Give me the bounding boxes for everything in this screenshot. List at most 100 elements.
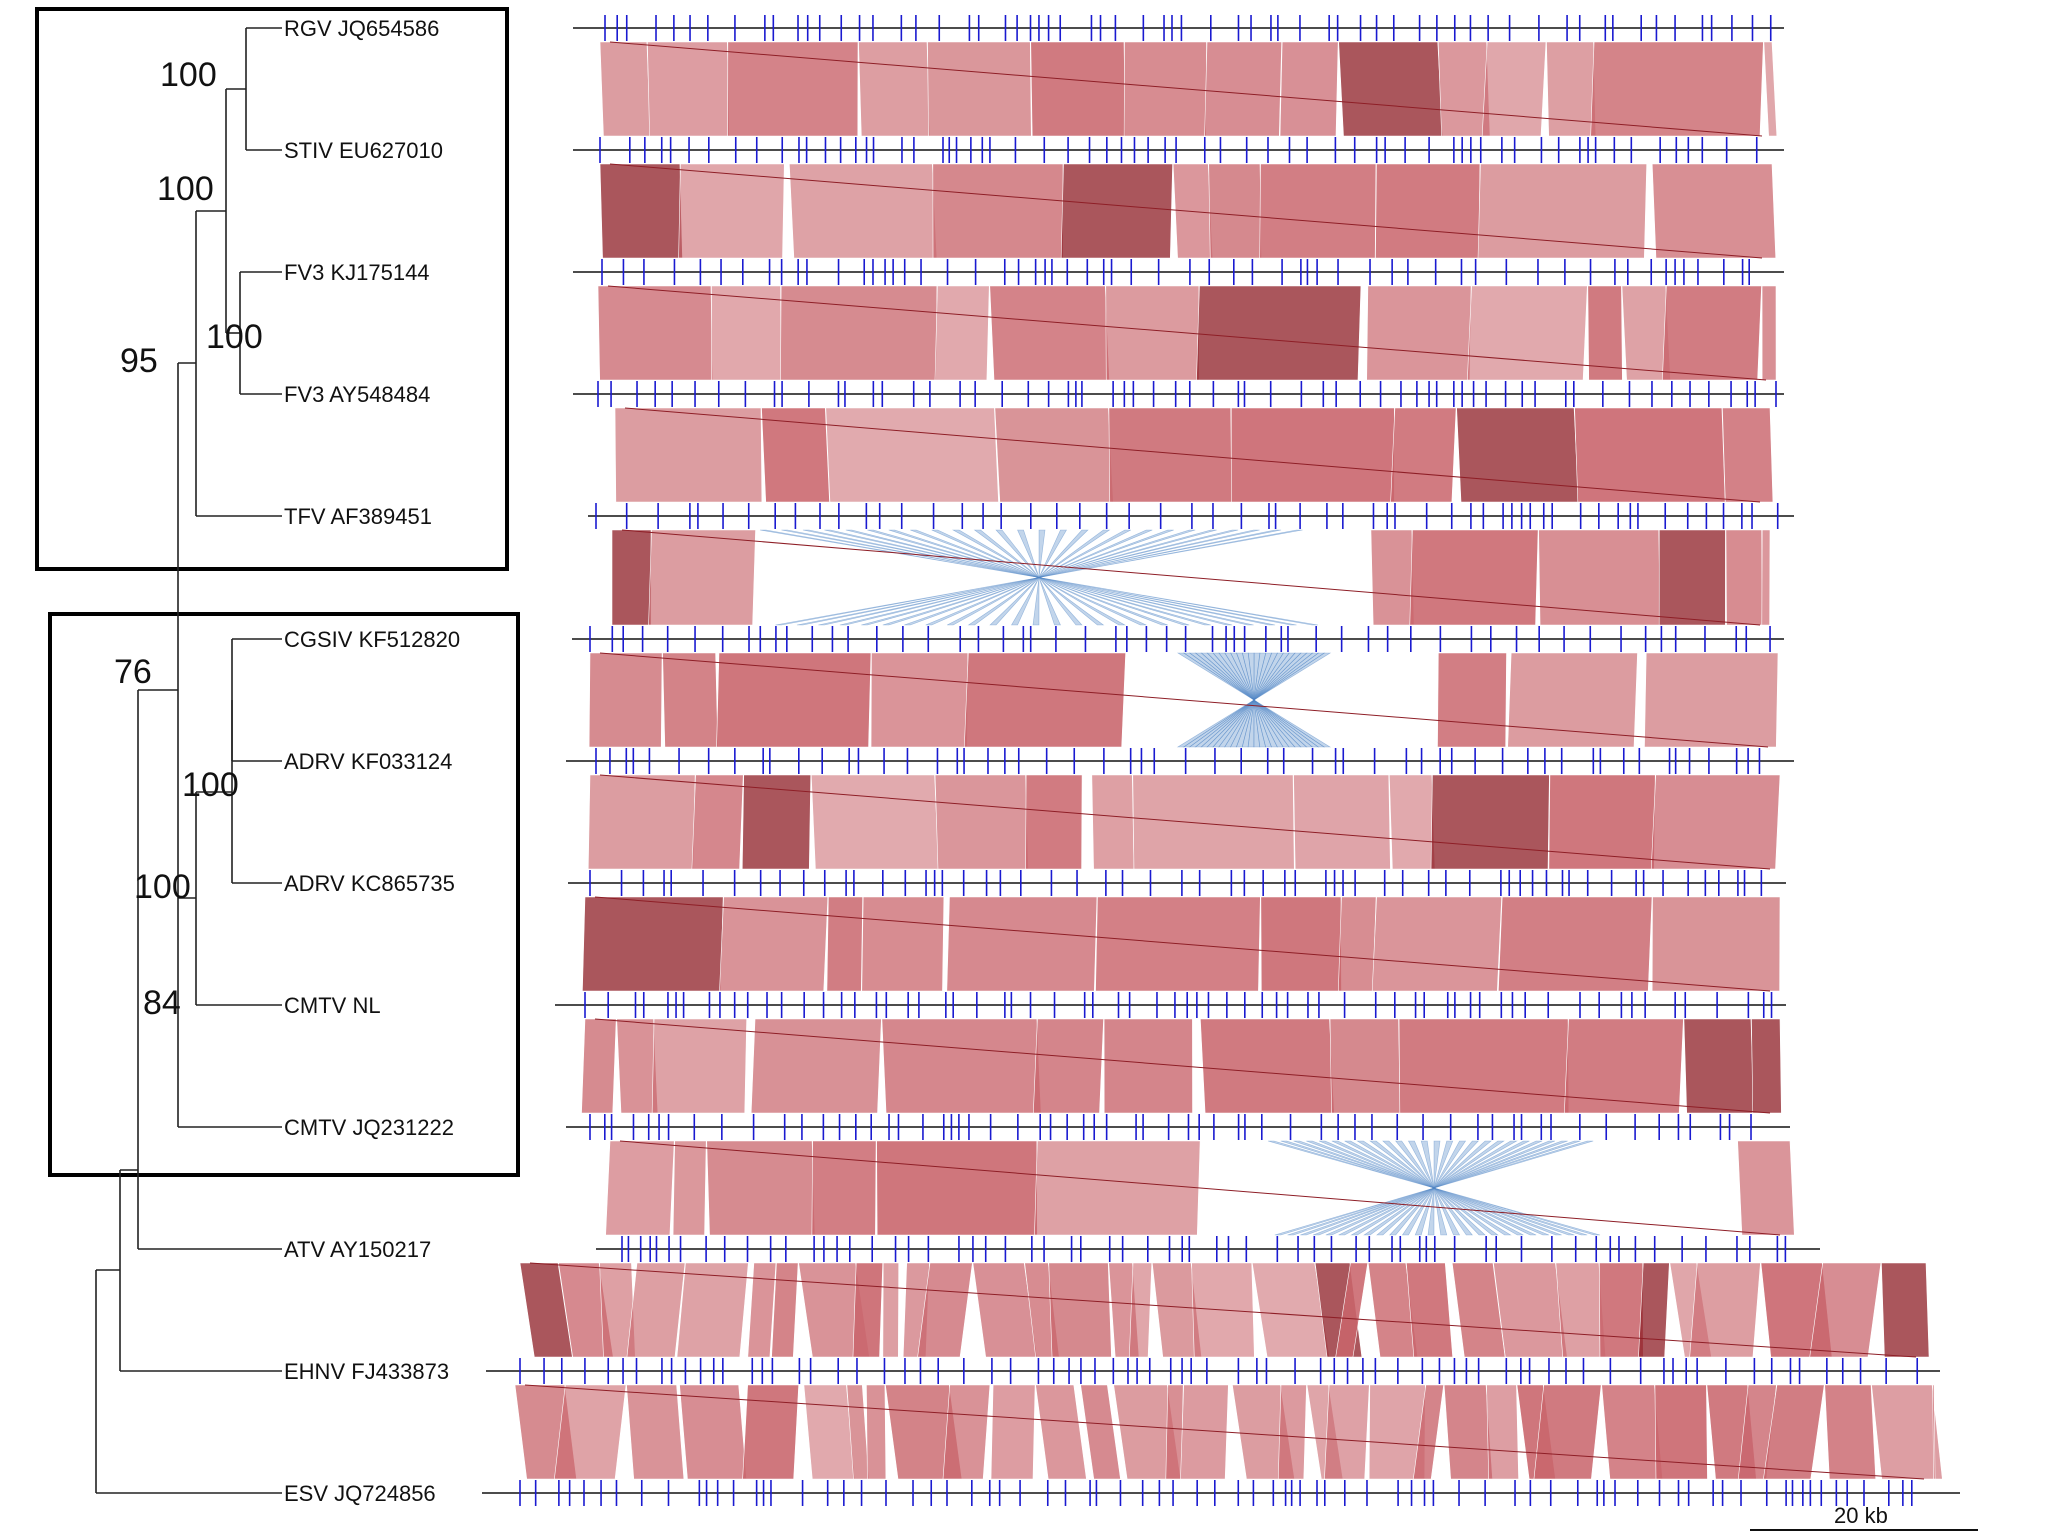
collinear-match-block — [1200, 1018, 1335, 1114]
collinear-match-block — [1260, 896, 1342, 992]
collinear-match-block — [1430, 774, 1550, 870]
taxon-label: STIV EU627010 — [284, 138, 443, 163]
collinear-match-block — [1103, 1018, 1193, 1114]
bootstrap-value: 100 — [182, 766, 239, 804]
genome-tracks — [482, 15, 1960, 1506]
clade-box-upper — [35, 7, 509, 571]
collinear-match-block — [1033, 1018, 1104, 1114]
collinear-match-block — [1761, 529, 1771, 626]
collinear-match-block — [750, 1018, 882, 1114]
collinear-match-block — [881, 1018, 1042, 1114]
collinear-match-block — [1279, 41, 1339, 137]
bootstrap-value: 95 — [120, 342, 158, 380]
translocated-match-line — [621, 529, 1761, 626]
collinear-match-block — [1871, 1384, 1943, 1480]
collinear-match-block — [742, 1384, 800, 1480]
collinear-match-block — [1683, 1018, 1755, 1114]
inverted-match-block — [1176, 652, 1332, 748]
collinear-match-block — [771, 1262, 799, 1358]
collinear-match-block — [780, 285, 938, 381]
collinear-match-block — [648, 529, 756, 626]
collinear-match-block — [932, 163, 1064, 259]
collinear-match-block — [672, 1140, 707, 1236]
collinear-match-block — [917, 1262, 973, 1358]
collinear-match-block — [1467, 285, 1588, 381]
collinear-match-block — [858, 41, 931, 137]
collinear-match-block — [761, 407, 830, 503]
bootstrap-value: 100 — [206, 318, 263, 356]
collinear-match-block — [1493, 1262, 1568, 1358]
collinear-match-block — [826, 896, 863, 992]
collinear-match-block — [626, 1262, 686, 1358]
collinear-match-block — [1737, 1140, 1795, 1236]
collinear-match-block — [1574, 407, 1726, 503]
inverted-match-block — [775, 529, 1303, 626]
collinear-match-block — [1338, 41, 1443, 137]
collinear-match-block — [1507, 652, 1638, 748]
collinear-match-block — [1437, 652, 1507, 748]
collinear-match-block — [1371, 896, 1503, 992]
phylogenetic-tree — [95, 27, 282, 1494]
collinear-match-block — [1129, 1262, 1153, 1358]
collinear-match-block — [676, 1262, 749, 1358]
collinear-match-block — [1259, 163, 1377, 259]
collinear-match-block — [605, 1140, 675, 1236]
collinear-match-block — [597, 285, 714, 381]
collinear-match-block — [946, 896, 1098, 992]
collinear-match-block — [1587, 285, 1623, 381]
collinear-match-block — [691, 774, 744, 870]
collinear-match-block — [1824, 1384, 1877, 1480]
collinear-match-block — [599, 41, 651, 137]
translocated-match-line — [599, 652, 1769, 748]
taxon-label: ADRV KF033124 — [284, 749, 452, 774]
bootstrap-value: 100 — [134, 868, 191, 906]
collinear-match-block — [1599, 1262, 1644, 1358]
collinear-match-block — [789, 163, 938, 259]
collinear-match-block — [942, 1384, 991, 1480]
collinear-match-block — [1654, 1384, 1708, 1480]
collinear-match-block — [1390, 407, 1457, 503]
translocated-match-line — [624, 407, 1761, 503]
collinear-match-block — [1165, 1384, 1184, 1480]
collinear-match-block — [1761, 285, 1777, 381]
collinear-match-block — [989, 285, 1110, 381]
collinear-match-block — [581, 1018, 617, 1114]
collinear-match-block — [866, 1384, 887, 1480]
translocated-match-line — [529, 1262, 1917, 1358]
translocated-match-line — [599, 774, 1771, 870]
collinear-match-block — [1196, 285, 1362, 381]
collinear-match-block — [1388, 774, 1436, 870]
collinear-match-block — [1689, 1262, 1761, 1358]
collinear-match-block — [1208, 163, 1262, 259]
collinear-match-block — [1180, 1384, 1229, 1480]
collinear-match-block — [1035, 1384, 1087, 1480]
collinear-match-block — [1751, 1018, 1782, 1114]
collinear-match-block — [614, 407, 763, 503]
collinear-match-block — [1763, 41, 1778, 137]
translocated-match-line — [609, 41, 1763, 137]
collinear-match-block — [876, 1140, 1038, 1236]
collinear-match-block — [1650, 774, 1781, 870]
collinear-match-block — [1375, 163, 1481, 259]
collinear-match-block — [1172, 163, 1214, 259]
collinear-match-block — [1398, 1018, 1570, 1114]
collinear-match-block — [1548, 774, 1656, 870]
translocated-match-line — [594, 896, 1771, 992]
collinear-match-block — [1370, 529, 1415, 626]
collinear-match-block — [1412, 1384, 1444, 1480]
taxon-label: ESV JQ724856 — [284, 1481, 436, 1506]
collinear-match-block — [1048, 1262, 1112, 1358]
collinear-match-block — [1481, 41, 1547, 137]
collinear-match-block — [1335, 1262, 1369, 1358]
taxon-label: EHNV FJ433873 — [284, 1359, 449, 1384]
collinear-match-block — [811, 1140, 877, 1236]
collinear-match-block — [1329, 1018, 1401, 1114]
taxon-label: TFV AF389451 — [284, 504, 432, 529]
collinear-match-block — [1662, 285, 1762, 381]
bootstrap-values: 100 100 100 95 76 100 100 84 — [114, 56, 263, 1022]
collinear-match-block — [852, 1262, 884, 1358]
collinear-match-block — [616, 1018, 659, 1114]
collinear-match-block — [599, 163, 683, 259]
collinear-match-block — [662, 652, 719, 748]
